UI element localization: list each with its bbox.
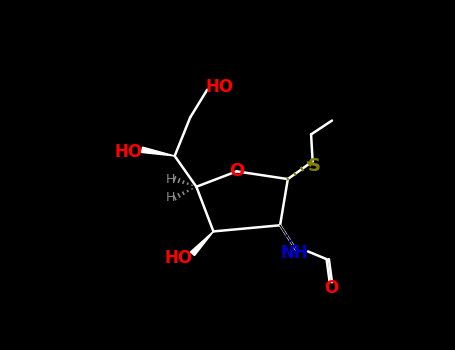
- Text: HO: HO: [114, 143, 142, 161]
- Polygon shape: [191, 231, 213, 256]
- Text: H: H: [165, 191, 175, 204]
- Text: H: H: [165, 173, 175, 186]
- Text: NH: NH: [280, 244, 308, 262]
- Text: HO: HO: [206, 78, 234, 97]
- Text: O: O: [229, 162, 244, 180]
- Text: S: S: [308, 157, 321, 175]
- Polygon shape: [142, 147, 175, 156]
- Text: HO: HO: [165, 248, 192, 267]
- Text: O: O: [324, 279, 339, 298]
